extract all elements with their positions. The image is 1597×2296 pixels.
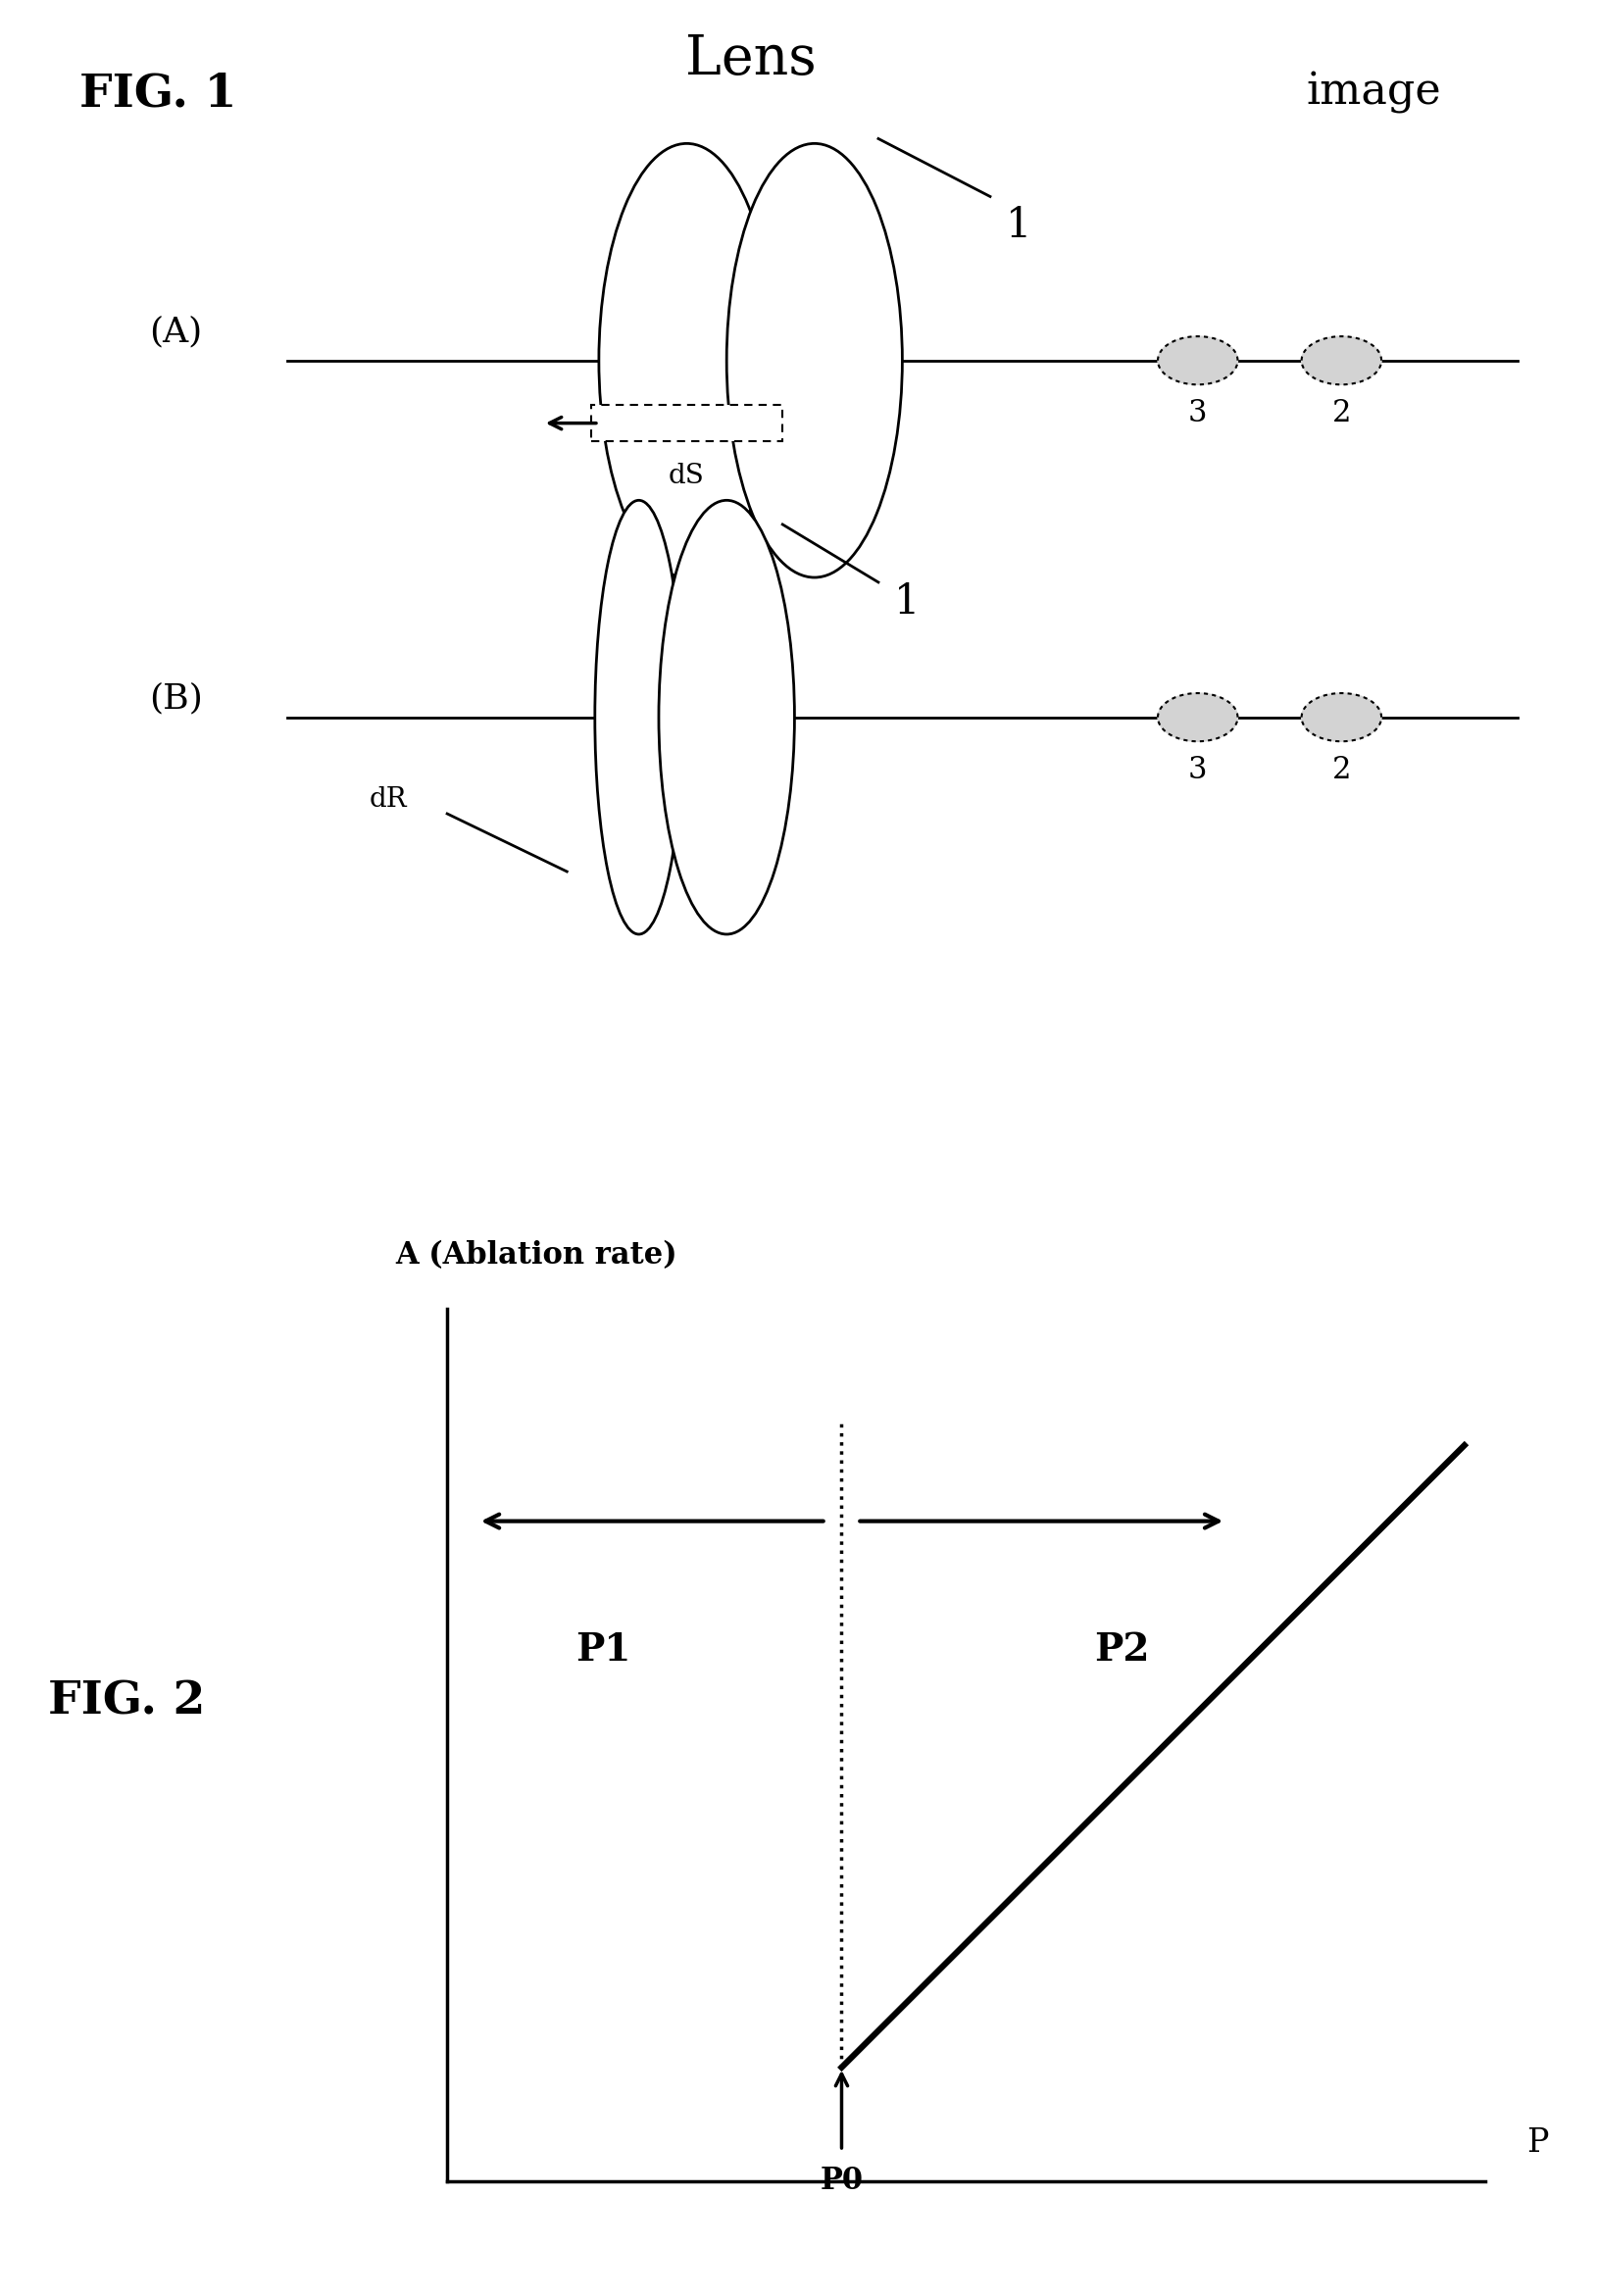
Text: 2: 2	[1332, 397, 1351, 429]
Text: (B): (B)	[149, 682, 203, 714]
Text: P: P	[1527, 2128, 1549, 2158]
Text: dS: dS	[669, 464, 704, 489]
Text: P1: P1	[575, 1632, 631, 1669]
Ellipse shape	[660, 501, 794, 934]
Text: 3: 3	[1188, 397, 1207, 429]
Polygon shape	[1302, 338, 1381, 383]
Polygon shape	[1158, 338, 1238, 383]
Text: FIG. 2: FIG. 2	[48, 1678, 204, 1724]
Polygon shape	[1158, 693, 1238, 742]
Text: image: image	[1306, 71, 1440, 113]
Ellipse shape	[594, 501, 684, 934]
Text: dR: dR	[369, 785, 407, 813]
Text: (A): (A)	[149, 315, 203, 349]
Text: 1: 1	[894, 581, 920, 622]
Text: 2: 2	[1332, 755, 1351, 785]
Text: P2: P2	[1094, 1632, 1150, 1669]
Text: 1: 1	[1006, 204, 1032, 246]
Bar	[591, 404, 783, 441]
Ellipse shape	[599, 142, 775, 576]
Text: P0: P0	[819, 2165, 864, 2197]
Text: Lens: Lens	[685, 32, 816, 87]
Text: A (Ablation rate): A (Ablation rate)	[396, 1240, 677, 1270]
Text: 3: 3	[1188, 755, 1207, 785]
Ellipse shape	[727, 142, 902, 576]
Text: FIG. 1: FIG. 1	[80, 71, 238, 117]
Polygon shape	[1302, 693, 1381, 742]
